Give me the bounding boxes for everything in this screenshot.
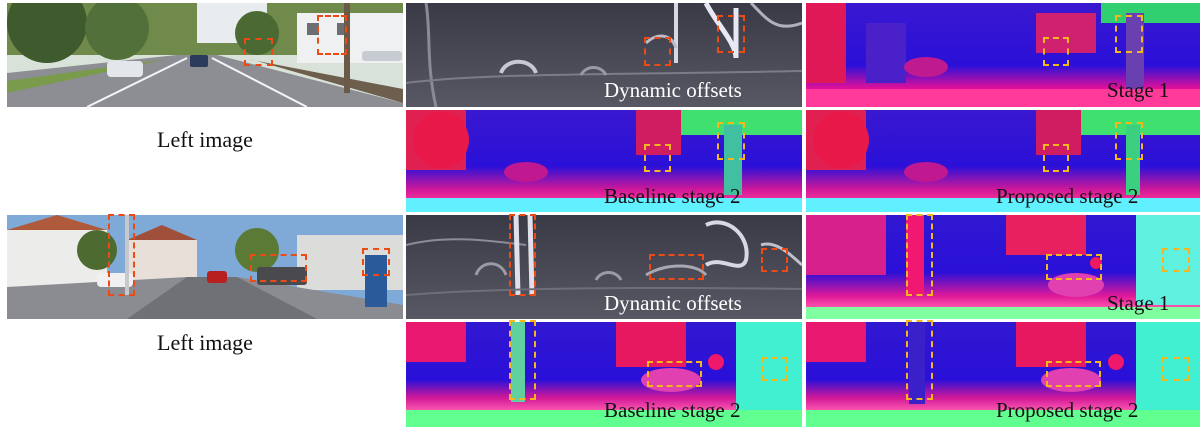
highlight-box <box>644 144 671 172</box>
proposed-stage2-caption-1: Proposed stage 2 <box>996 184 1139 208</box>
highlight-box <box>250 254 307 282</box>
left-image-2 <box>7 215 403 319</box>
highlight-box <box>906 320 933 400</box>
highlight-box <box>1162 357 1190 381</box>
left-image-caption-2: Left image <box>157 330 253 355</box>
baseline-stage2-1 <box>406 110 802 212</box>
left-image-caption-1: Left image <box>157 127 253 152</box>
highlight-box <box>1043 144 1069 172</box>
highlight-box <box>1046 254 1102 280</box>
highlight-box <box>1115 15 1143 53</box>
highlight-box <box>761 248 788 272</box>
highlight-box <box>362 248 390 276</box>
highlight-box <box>906 214 933 296</box>
dynamic-offsets-1 <box>406 3 802 107</box>
highlight-box <box>647 361 702 387</box>
highlight-box <box>244 38 273 66</box>
highlight-box <box>509 214 536 296</box>
proposed-stage2-caption-2: Proposed stage 2 <box>996 398 1139 422</box>
highlight-box <box>717 122 745 160</box>
highlight-box <box>108 214 135 296</box>
highlight-box <box>761 357 788 381</box>
highlight-box <box>644 37 671 66</box>
highlight-box <box>1046 361 1101 387</box>
highlight-box <box>1115 122 1143 160</box>
highlight-box <box>649 254 704 280</box>
highlight-box <box>717 15 745 53</box>
stage1-caption-2: Stage 1 <box>1107 291 1170 315</box>
dynamic-offsets-caption-2: Dynamic offsets <box>604 291 742 315</box>
baseline-stage2-caption-2: Baseline stage 2 <box>604 398 741 422</box>
dynamic-offsets-2 <box>406 215 802 319</box>
stage1-caption-1: Stage 1 <box>1107 78 1170 102</box>
highlight-box <box>509 320 536 400</box>
proposed-stage2-1 <box>806 110 1200 212</box>
baseline-stage2-caption-1: Baseline stage 2 <box>604 184 741 208</box>
stage1-disparity-1 <box>806 3 1200 107</box>
highlight-box <box>317 15 347 55</box>
dynamic-offsets-caption-1: Dynamic offsets <box>604 78 742 102</box>
highlight-box <box>1162 248 1190 272</box>
left-image-1 <box>7 3 403 107</box>
highlight-box <box>1043 37 1069 66</box>
